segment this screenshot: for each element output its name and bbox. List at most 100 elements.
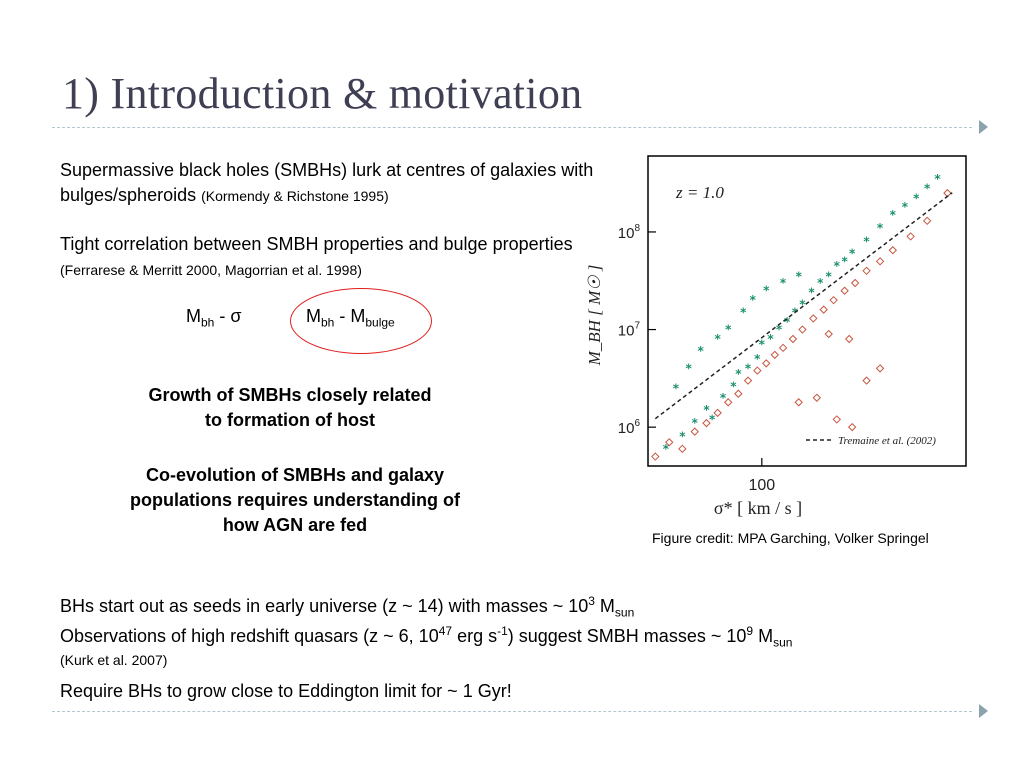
scatter-point-asterisk: * <box>784 315 791 329</box>
scatter-point-asterisk: * <box>730 380 737 394</box>
scatter-point-diamond <box>788 334 798 344</box>
b2-mid: erg s <box>452 626 498 646</box>
scatter-point-diamond <box>824 329 833 339</box>
scatter-point-asterisk: * <box>808 285 815 299</box>
bullet-quasars: Observations of high redshift quasars (z… <box>60 624 960 668</box>
growth-statement: Growth of SMBHs closely related to forma… <box>110 383 470 433</box>
scatter-point-diamond <box>875 364 885 373</box>
scatter-point-asterisk: * <box>663 442 670 456</box>
divider-arrow-icon <box>979 120 988 134</box>
scatter-point-asterisk: * <box>877 221 884 235</box>
scatter-point-diamond <box>906 232 915 241</box>
b2-sup2: -1 <box>497 624 508 638</box>
scatter-point-asterisk: * <box>685 361 692 375</box>
scatter-point-asterisk: * <box>913 192 920 206</box>
scatter-point-diamond <box>832 415 842 424</box>
scatter-point-diamond <box>753 366 762 375</box>
scatter-point-asterisk: * <box>754 352 761 366</box>
x-axis-label: σ* [ km / s ] <box>714 498 802 518</box>
scatter-point-asterisk: * <box>890 208 897 222</box>
b2-sub: sun <box>773 635 793 650</box>
fit-line <box>654 192 953 420</box>
coevolution-statement: Co-evolution of SMBHs and galaxy populat… <box>100 463 490 538</box>
b2-sup1: 47 <box>438 624 453 638</box>
b1-sub: sun <box>614 605 635 620</box>
scatter-point-diamond <box>875 257 885 266</box>
scatter-point-asterisk: * <box>780 276 787 290</box>
b2-sup3: 9 <box>746 624 754 638</box>
scatter-point-diamond <box>809 314 818 323</box>
scatter-point-diamond <box>734 389 743 398</box>
scatter-point-diamond <box>678 444 687 454</box>
slide-title: 1) Introduction & motivation <box>62 69 583 118</box>
scatter-point-asterisk: * <box>740 305 747 319</box>
scatter-point-asterisk: * <box>863 234 870 248</box>
y-axis-label: M_BH [ M☉ ] <box>585 265 604 367</box>
scatter-point-diamond <box>690 427 699 436</box>
y-tick-label: 108 <box>618 223 641 242</box>
scatter-point-diamond <box>888 246 898 255</box>
scatter-point-asterisk: * <box>902 200 909 214</box>
scatter-point-diamond <box>819 305 828 314</box>
scatter-point-diamond <box>840 286 849 295</box>
scatter-point-diamond <box>829 295 838 305</box>
figure-credit: Figure credit: MPA Garching, Volker Spri… <box>652 530 929 546</box>
scatter-point-diamond <box>651 452 660 461</box>
coevo-line-1: Co-evolution of SMBHs and galaxy <box>145 465 445 485</box>
scatter-point-asterisk: * <box>709 412 716 426</box>
growth-line-1: Growth of SMBHs closely related <box>148 385 432 405</box>
scatter-point-diamond <box>743 376 753 385</box>
scatter-point-asterisk: * <box>767 332 774 346</box>
scatter-point-asterisk: * <box>698 344 705 358</box>
scatter-point-diamond <box>862 376 871 385</box>
title-divider <box>52 127 972 128</box>
growth-line-2: to formation of host <box>205 410 375 430</box>
scatter-point-diamond <box>713 408 722 418</box>
scatter-point-asterisk: * <box>826 269 833 283</box>
scatter-point-asterisk: * <box>673 381 680 395</box>
relation-mbh-sigma: Mbh - σ <box>186 306 241 330</box>
paragraph-smbh-ref: (Kormendy & Richstone 1995) <box>201 188 389 204</box>
scatter-point-diamond <box>702 418 711 428</box>
paragraph-correlation-ref: (Ferrarese & Merritt 2000, Magorrian et … <box>60 262 362 278</box>
scatter-point-diamond <box>862 266 871 275</box>
scatter-point-asterisk: * <box>703 403 710 417</box>
scatter-point-diamond <box>770 350 780 360</box>
coevo-line-2: populations requires understanding of <box>129 490 460 510</box>
b2-post: ) suggest SMBH masses ~ 10 <box>507 626 747 646</box>
scatter-point-asterisk: * <box>714 332 721 346</box>
paragraph-correlation-text: Tight correlation between SMBH propertie… <box>60 234 573 254</box>
paragraph-correlation: Tight correlation between SMBH propertie… <box>60 232 580 283</box>
scatter-point-asterisk: * <box>735 367 742 381</box>
scatter-point-diamond <box>847 422 857 432</box>
b1-sup: 3 <box>588 594 595 608</box>
redshift-annotation: z = 1.0 <box>675 183 724 202</box>
scatter-point-diamond <box>922 216 932 226</box>
scatter-point-asterisk: * <box>745 361 752 375</box>
scatter-point-asterisk: * <box>934 172 941 186</box>
scatter-point-diamond <box>762 359 771 368</box>
scatter-point-asterisk: * <box>725 323 732 337</box>
scatter-point-diamond <box>778 343 788 353</box>
coevo-line-3: how AGN are fed <box>222 515 368 535</box>
legend-fit-label: Tremaine et al. (2002) <box>838 435 936 447</box>
y-tick-label: 106 <box>618 418 641 437</box>
bullet-seeds: BHs start out as seeds in early universe… <box>60 594 634 620</box>
y-tick-label: 107 <box>618 321 641 340</box>
b2-ref: (Kurk et al. 2007) <box>60 651 168 668</box>
b2-pre: Observations of high redshift quasars (z… <box>60 626 439 646</box>
highlight-ellipse <box>290 288 432 354</box>
paragraph-smbh: Supermassive black holes (SMBHs) lurk at… <box>60 158 600 209</box>
scatter-point-asterisk: * <box>763 284 770 298</box>
scatter-point-asterisk: * <box>849 247 856 261</box>
scatter-point-diamond <box>844 334 854 344</box>
scatter-point-diamond <box>665 438 674 447</box>
x-tick-label: 100 <box>748 477 775 494</box>
plot-frame <box>647 155 967 467</box>
scatter-point-asterisk: * <box>796 269 803 283</box>
scatter-point-asterisk: * <box>776 323 783 337</box>
footer-divider <box>52 711 972 712</box>
scatter-point-asterisk: * <box>924 181 931 195</box>
b1-m: M <box>594 596 615 616</box>
b1-pre: BHs start out as seeds in early universe… <box>60 596 589 616</box>
